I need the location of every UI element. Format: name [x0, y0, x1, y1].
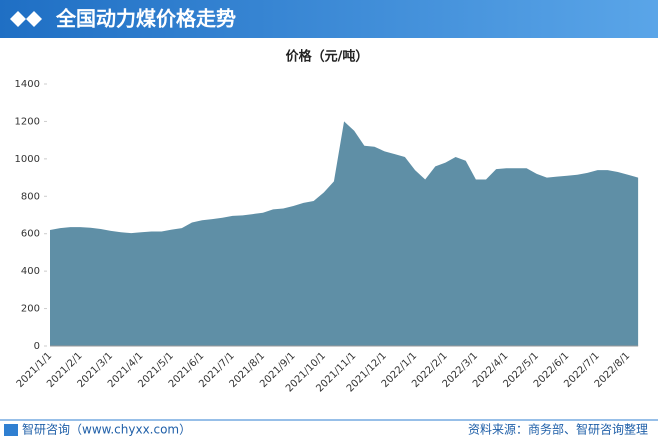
y-tick-label: 1400	[15, 79, 40, 90]
header-icon	[10, 11, 42, 27]
header-bar	[0, 0, 658, 38]
chart-subtitle: 价格（元/吨）	[286, 49, 369, 65]
y-tick-label: 200	[21, 304, 40, 315]
y-tick-label: 800	[21, 191, 40, 202]
chart-title: 全国动力煤价格走势	[55, 7, 236, 31]
credit: 智研咨询（www.chyxx.com）	[22, 422, 191, 437]
y-tick-label: 0	[34, 341, 40, 352]
y-tick-label: 400	[21, 266, 40, 277]
y-tick-label: 600	[21, 229, 40, 240]
y-tick-label: 1200	[15, 116, 40, 127]
source: 资料来源：商务部、智研咨询整理	[468, 422, 648, 437]
area	[50, 121, 639, 346]
y-tick-label: 1000	[15, 154, 40, 165]
footer-logo	[4, 424, 18, 436]
